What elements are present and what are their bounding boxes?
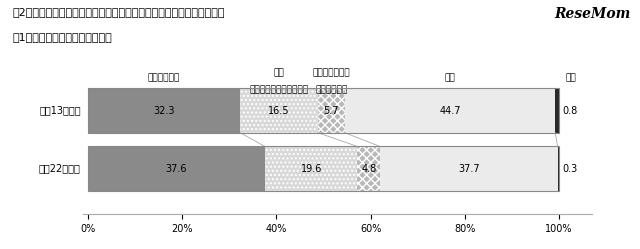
Bar [88, 88, 559, 133]
Bar [556, 88, 559, 133]
Text: 平成13年調査: 平成13年調査 [39, 106, 81, 116]
Bar [345, 88, 556, 133]
Text: （1）出産１年前の母の就業状況: （1）出産１年前の母の就業状況 [13, 32, 113, 42]
Text: 勤め: 勤め [273, 68, 284, 77]
Text: （パート・アルバイト）: （パート・アルバイト） [250, 86, 308, 95]
Text: 0.3: 0.3 [563, 164, 578, 174]
Bar [265, 146, 357, 191]
Text: 16.5: 16.5 [268, 106, 290, 116]
Bar [380, 146, 557, 191]
Bar [240, 88, 318, 133]
Text: 44.7: 44.7 [439, 106, 461, 116]
Bar [88, 88, 240, 133]
Text: ReseMom: ReseMom [554, 7, 630, 21]
Bar [88, 146, 559, 191]
Text: 37.7: 37.7 [458, 164, 479, 174]
Text: 勤め（常勤）: 勤め（常勤） [148, 73, 180, 82]
Bar [318, 88, 345, 133]
Text: 4.8: 4.8 [361, 164, 376, 174]
Bar [88, 146, 265, 191]
Bar [557, 146, 559, 191]
Text: 5.7: 5.7 [323, 106, 339, 116]
Text: 0.8: 0.8 [563, 106, 578, 116]
Bar [357, 146, 380, 191]
Text: 内職、その他: 内職、その他 [315, 86, 348, 95]
Text: 不詳: 不詳 [566, 73, 577, 82]
Text: 32.3: 32.3 [153, 106, 175, 116]
Text: 平成22年調査: 平成22年調査 [39, 164, 81, 174]
Text: 図2　出産１年前の就業状況別にみた母の就業状況の変化・世代間比較: 図2 出産１年前の就業状況別にみた母の就業状況の変化・世代間比較 [13, 7, 225, 17]
Text: 無職: 無職 [445, 73, 455, 82]
Text: 自営業・家業、: 自営業・家業、 [312, 68, 350, 77]
Text: 37.6: 37.6 [166, 164, 188, 174]
Text: 19.6: 19.6 [301, 164, 322, 174]
